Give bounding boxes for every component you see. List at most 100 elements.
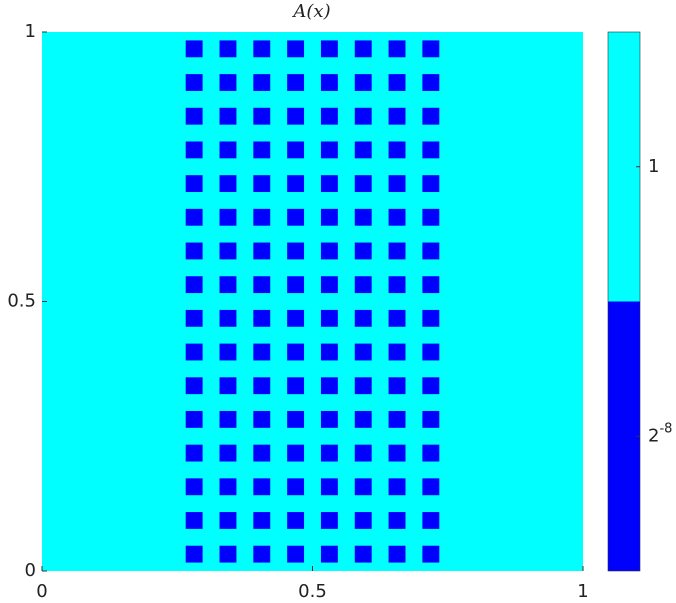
inclusion bbox=[388, 40, 406, 58]
inclusion bbox=[287, 242, 305, 260]
inclusion bbox=[219, 478, 237, 496]
inclusion bbox=[320, 141, 338, 159]
inclusion bbox=[253, 40, 271, 58]
inclusion bbox=[219, 208, 237, 226]
inclusion bbox=[287, 107, 305, 125]
inclusion bbox=[185, 107, 203, 125]
inclusion bbox=[354, 40, 372, 58]
inclusion bbox=[219, 410, 237, 428]
colorbar-frame bbox=[607, 31, 641, 572]
inclusion bbox=[185, 512, 203, 529]
inclusion bbox=[219, 175, 237, 193]
inclusion bbox=[354, 276, 372, 294]
inclusion bbox=[422, 40, 440, 58]
inclusion bbox=[253, 444, 271, 462]
inclusion bbox=[287, 74, 305, 91]
inclusion bbox=[185, 141, 203, 159]
inclusion bbox=[422, 444, 440, 462]
inclusion bbox=[388, 444, 406, 462]
inclusion bbox=[185, 309, 203, 327]
inclusion bbox=[253, 74, 271, 91]
inclusion bbox=[422, 242, 440, 260]
inclusion bbox=[219, 242, 237, 260]
inclusion bbox=[253, 309, 271, 327]
inclusion bbox=[388, 107, 406, 125]
inclusion bbox=[320, 512, 338, 529]
x-tick-label: 0 bbox=[36, 581, 47, 602]
inclusion bbox=[287, 141, 305, 159]
inclusion bbox=[253, 107, 271, 125]
inclusion bbox=[422, 545, 440, 563]
inclusion bbox=[219, 276, 237, 294]
inclusion bbox=[354, 208, 372, 226]
inclusion bbox=[287, 175, 305, 193]
inclusion bbox=[354, 175, 372, 193]
inclusion bbox=[185, 410, 203, 428]
inclusion bbox=[388, 309, 406, 327]
inclusion bbox=[253, 512, 271, 529]
inclusion bbox=[354, 343, 372, 361]
y-tick-label: 0.5 bbox=[7, 291, 36, 312]
inclusion bbox=[185, 377, 203, 395]
colorbar-tick-label: 1 bbox=[648, 156, 659, 177]
inclusion bbox=[253, 242, 271, 260]
inclusion bbox=[388, 242, 406, 260]
inclusion bbox=[287, 276, 305, 294]
inclusion bbox=[320, 208, 338, 226]
inclusion bbox=[185, 444, 203, 462]
inclusion bbox=[388, 74, 406, 91]
inclusion bbox=[287, 478, 305, 496]
inclusion bbox=[320, 377, 338, 395]
inclusion bbox=[320, 107, 338, 125]
inclusion bbox=[219, 343, 237, 361]
inclusion bbox=[185, 242, 203, 260]
inclusion bbox=[388, 478, 406, 496]
inclusion bbox=[354, 444, 372, 462]
inclusion bbox=[219, 545, 237, 563]
inclusion bbox=[422, 208, 440, 226]
inclusion bbox=[388, 208, 406, 226]
x-tick-label: 0.5 bbox=[298, 581, 327, 602]
inclusion bbox=[320, 545, 338, 563]
inclusion bbox=[422, 107, 440, 125]
colorbar-segment bbox=[608, 301, 640, 571]
inclusion bbox=[388, 410, 406, 428]
inclusion bbox=[388, 545, 406, 563]
inclusion bbox=[388, 377, 406, 395]
inclusion bbox=[354, 545, 372, 563]
inclusion bbox=[219, 107, 237, 125]
inclusion bbox=[219, 377, 237, 395]
inclusion bbox=[185, 175, 203, 193]
colorbar-segment bbox=[608, 32, 640, 302]
inclusion bbox=[422, 175, 440, 193]
chart-title: A(x) bbox=[291, 1, 330, 22]
inclusion bbox=[320, 276, 338, 294]
inclusion bbox=[219, 141, 237, 159]
inclusion bbox=[388, 343, 406, 361]
inclusion bbox=[219, 512, 237, 529]
inclusion bbox=[253, 343, 271, 361]
inclusion bbox=[354, 107, 372, 125]
inclusion bbox=[320, 343, 338, 361]
inclusion bbox=[287, 377, 305, 395]
inclusion bbox=[253, 545, 271, 563]
inclusion bbox=[422, 410, 440, 428]
inclusion bbox=[287, 309, 305, 327]
inclusion bbox=[253, 276, 271, 294]
inclusion bbox=[185, 208, 203, 226]
inclusion bbox=[185, 40, 203, 58]
inclusion bbox=[422, 141, 440, 159]
inclusion bbox=[287, 512, 305, 529]
inclusion bbox=[422, 309, 440, 327]
inclusion bbox=[354, 377, 372, 395]
inclusion bbox=[354, 74, 372, 91]
y-tick-label: 1 bbox=[25, 21, 36, 42]
inclusion bbox=[388, 276, 406, 294]
inclusion bbox=[253, 377, 271, 395]
inclusion bbox=[354, 512, 372, 529]
inclusion bbox=[287, 208, 305, 226]
inclusion bbox=[320, 444, 338, 462]
inclusion bbox=[185, 74, 203, 91]
inclusion bbox=[422, 276, 440, 294]
